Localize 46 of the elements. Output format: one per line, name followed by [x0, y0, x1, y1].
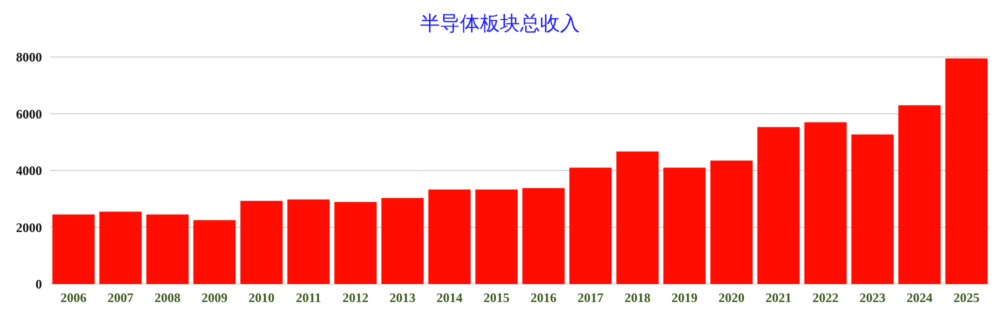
bar	[945, 58, 988, 284]
bar	[52, 214, 95, 284]
x-tick-label: 2006	[60, 290, 87, 305]
x-tick-label: 2009	[202, 290, 228, 305]
bar	[287, 199, 330, 284]
x-tick-label: 2018	[624, 290, 651, 305]
bar	[851, 134, 894, 284]
bar	[522, 188, 565, 284]
x-tick-label: 2023	[860, 290, 886, 305]
x-tick-label: 2007	[108, 290, 134, 305]
bar	[99, 212, 142, 284]
x-tick-label: 2022	[812, 290, 838, 305]
x-tick-label: 2012	[342, 290, 368, 305]
bar	[475, 190, 518, 284]
bar	[428, 190, 471, 284]
x-tick-label: 2015	[484, 290, 510, 305]
bar	[710, 160, 753, 284]
bar	[616, 151, 659, 284]
bar	[334, 202, 377, 284]
x-tick-label: 2017	[578, 290, 604, 305]
x-tick-label: 2025	[954, 290, 980, 305]
y-tick-label: 6000	[16, 106, 42, 122]
y-tick-label: 0	[36, 276, 42, 292]
x-tick-label: 2013	[390, 290, 416, 305]
x-tick-label: 2014	[436, 290, 463, 305]
y-tick-label: 4000	[16, 163, 42, 178]
y-tick-label: 2000	[16, 220, 42, 235]
bar	[381, 198, 424, 284]
x-tick-label: 2024	[906, 290, 933, 305]
bar	[146, 214, 189, 284]
x-tick-label: 2021	[766, 290, 792, 305]
x-tick-label: 2019	[672, 290, 698, 305]
bar	[804, 122, 847, 284]
bar	[898, 105, 941, 284]
chart-title: 半导体板块总收入	[420, 13, 580, 35]
x-tick-label: 2016	[530, 290, 557, 305]
bar	[663, 168, 706, 284]
y-tick-label: 8000	[16, 50, 42, 65]
x-tick-label: 2008	[154, 290, 181, 305]
bar	[569, 168, 612, 284]
x-tick-label: 2010	[248, 290, 274, 305]
x-tick-label: 2011	[296, 290, 322, 305]
bar	[240, 200, 283, 284]
bar	[757, 127, 800, 284]
x-tick-label: 2020	[718, 290, 744, 305]
bar	[193, 220, 236, 284]
